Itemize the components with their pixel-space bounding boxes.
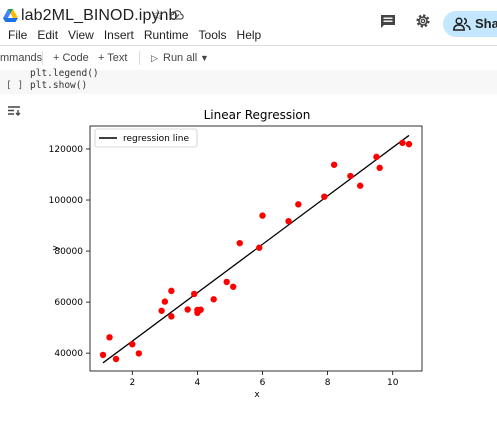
x-tick-label: 8 bbox=[325, 378, 331, 388]
menu-tools[interactable]: Tools bbox=[198, 28, 227, 42]
data-point bbox=[295, 201, 302, 208]
comment-icon[interactable] bbox=[380, 14, 396, 29]
data-point bbox=[158, 307, 165, 314]
people-icon bbox=[453, 17, 471, 31]
data-point bbox=[197, 306, 204, 313]
regression-plot: Linear Regression 40000 60000 80000 100000 1… bbox=[49, 108, 423, 400]
menu-insert[interactable]: Insert bbox=[103, 28, 134, 42]
play-icon: ▷ bbox=[151, 53, 158, 63]
y-tick-label: 80000 bbox=[54, 247, 83, 257]
code-line-1-text: plt.legend() bbox=[30, 68, 99, 79]
regression-line bbox=[102, 134, 410, 364]
data-point bbox=[129, 341, 136, 348]
data-point bbox=[112, 355, 120, 363]
code-line-2: plt.show() bbox=[30, 80, 88, 91]
colab-header: lab2ML_BINOD.ipynb ☆ File Edit View Inse… bbox=[0, 0, 497, 44]
data-point bbox=[347, 172, 354, 180]
caret-down-icon[interactable]: ▼ bbox=[200, 53, 209, 63]
toolbar-divider bbox=[42, 51, 43, 65]
code-cell[interactable]: plt.legend() [ ] plt.show() bbox=[0, 68, 497, 94]
menu-help[interactable]: Help bbox=[236, 28, 262, 42]
data-point bbox=[230, 283, 237, 290]
x-axis-label: x bbox=[254, 390, 260, 400]
cloud-icon[interactable] bbox=[170, 9, 184, 20]
x-tick-label: 6 bbox=[260, 378, 266, 388]
data-point bbox=[330, 161, 338, 168]
y-axis-label: y bbox=[51, 245, 61, 251]
x-tick-label: 2 bbox=[129, 378, 135, 388]
data-point bbox=[223, 278, 230, 286]
data-point bbox=[106, 334, 113, 341]
data-point bbox=[256, 244, 263, 251]
data-point bbox=[376, 164, 383, 172]
gear-icon[interactable] bbox=[414, 12, 432, 30]
commands-button[interactable]: mmands bbox=[0, 52, 43, 64]
menu-edit[interactable]: Edit bbox=[37, 28, 59, 42]
data-point bbox=[285, 217, 292, 225]
data-point bbox=[168, 287, 175, 295]
data-point bbox=[236, 239, 243, 247]
data-point bbox=[356, 182, 364, 189]
menu-file[interactable]: File bbox=[8, 28, 28, 42]
menu-runtime[interactable]: Runtime bbox=[143, 28, 189, 42]
x-tick-label: 10 bbox=[387, 378, 399, 388]
legend-label: regression line bbox=[123, 134, 189, 144]
share-button[interactable]: Share bbox=[443, 11, 497, 37]
y-tick-label: 100000 bbox=[49, 196, 84, 206]
data-point bbox=[405, 140, 413, 148]
add-text-button[interactable]: + Text bbox=[98, 52, 128, 64]
cell-toolbar: mmands + Code + Text ▷ Run all ▼ bbox=[0, 45, 497, 71]
add-code-button[interactable]: + Code bbox=[53, 52, 89, 64]
chart-legend: regression line bbox=[94, 128, 198, 148]
x-tick-label: 4 bbox=[195, 378, 201, 388]
legend-box bbox=[94, 128, 198, 148]
data-point bbox=[321, 193, 328, 200]
data-point bbox=[161, 298, 169, 305]
menu-bar: File Edit View Insert Runtime Tools Help bbox=[8, 28, 271, 42]
run-cell-bracket[interactable]: [ ] bbox=[6, 80, 24, 91]
plot-frame bbox=[89, 125, 423, 372]
data-point bbox=[210, 296, 217, 303]
data-point bbox=[135, 350, 143, 357]
toolbar-divider bbox=[139, 51, 140, 65]
drive-icon[interactable] bbox=[3, 9, 18, 22]
data-point bbox=[399, 139, 406, 147]
y-tick-label: 120000 bbox=[49, 145, 84, 155]
y-tick-label: 40000 bbox=[54, 349, 83, 359]
data-point bbox=[99, 351, 107, 359]
share-label: Share bbox=[475, 16, 497, 31]
data-point bbox=[184, 306, 191, 313]
notebook-title[interactable]: lab2ML_BINOD.ipynb bbox=[21, 7, 178, 24]
run-all-button[interactable]: Run all bbox=[163, 52, 198, 64]
output-actions-icon[interactable] bbox=[7, 104, 21, 117]
data-point bbox=[373, 153, 380, 161]
data-point bbox=[190, 290, 198, 298]
data-point bbox=[259, 212, 266, 219]
chart-title: Linear Regression bbox=[204, 108, 311, 122]
code-line-1: plt.legend() bbox=[30, 68, 99, 79]
menu-view[interactable]: View bbox=[68, 28, 94, 42]
data-point bbox=[168, 313, 175, 320]
star-icon[interactable]: ☆ bbox=[151, 7, 165, 24]
y-tick-label: 60000 bbox=[54, 298, 83, 308]
